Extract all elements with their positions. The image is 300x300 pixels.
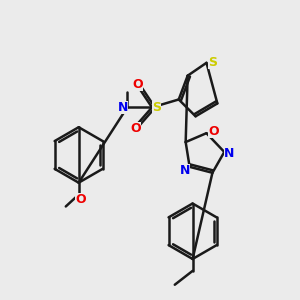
Text: S: S bbox=[208, 56, 217, 69]
Text: O: O bbox=[133, 78, 143, 91]
Text: O: O bbox=[75, 193, 86, 206]
Text: N: N bbox=[224, 148, 234, 160]
Text: N: N bbox=[118, 101, 128, 114]
Text: S: S bbox=[152, 101, 161, 114]
Text: O: O bbox=[208, 125, 219, 138]
Text: N: N bbox=[179, 164, 190, 177]
Text: O: O bbox=[131, 122, 141, 135]
